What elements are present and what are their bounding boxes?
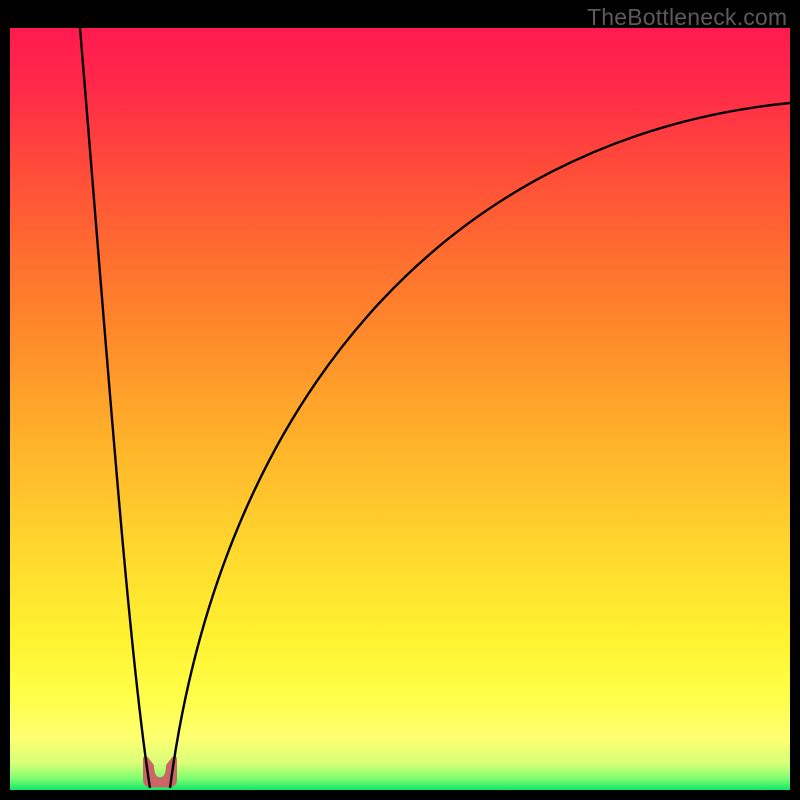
plot-area — [10, 28, 790, 790]
curve-right-branch — [170, 103, 790, 788]
bottleneck-curve — [10, 28, 790, 790]
curve-left-branch — [80, 28, 150, 788]
watermark-text: TheBottleneck.com — [587, 4, 787, 31]
